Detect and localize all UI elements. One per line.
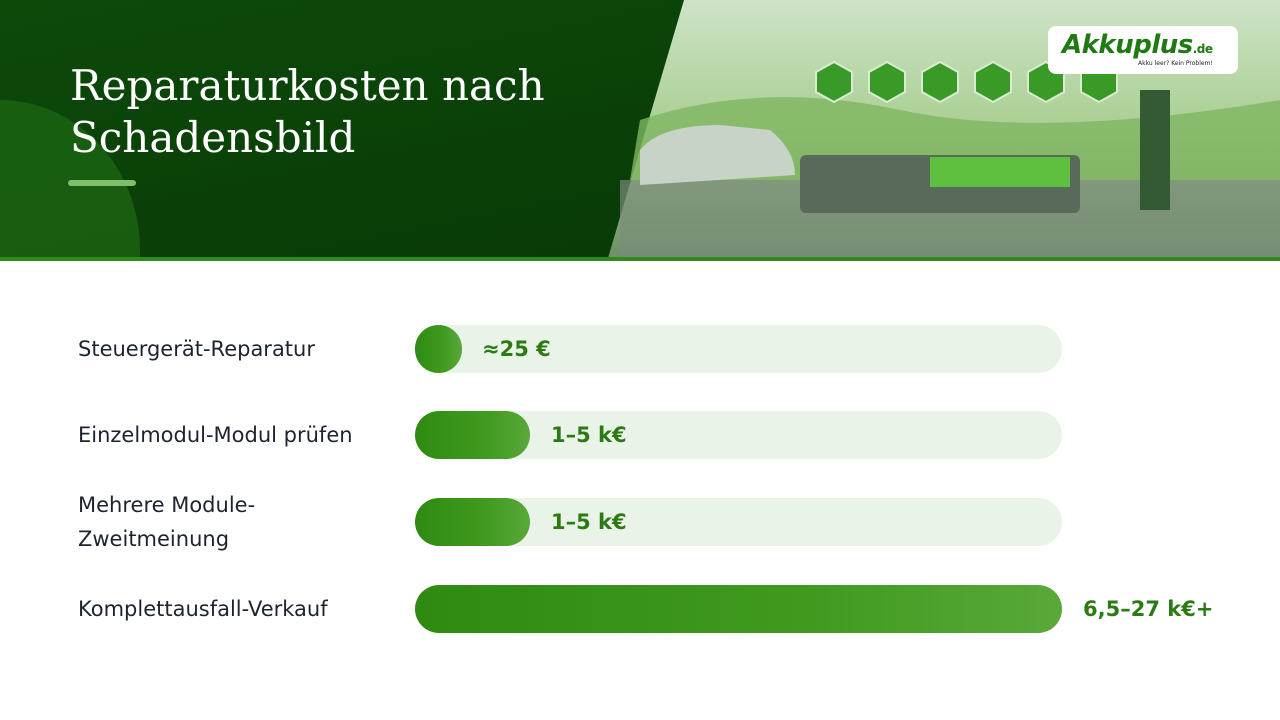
row-label: Komplettausfall-Verkauf <box>78 597 328 621</box>
logo: Akkuplus.de Akku leer? Kein Problem! <box>1048 26 1238 74</box>
row-label: Steuergerät-Reparatur <box>78 337 315 361</box>
logo-tld: .de <box>1192 42 1213 56</box>
header-rule <box>0 257 1280 261</box>
bar-track <box>415 325 1062 373</box>
cost-row: Steuergerät-Reparatur ≈25 € <box>0 325 1280 373</box>
row-amount: 1–5 k€ <box>551 510 627 534</box>
cost-row: Mehrere Module-Zweitmeinung 1–5 k€ <box>0 493 1280 551</box>
logo-tagline: Akku leer? Kein Problem! <box>1138 60 1213 67</box>
bar-fill <box>415 325 462 373</box>
cost-row: Einzelmodul-Modul prüfen 1–5 k€ <box>0 411 1280 459</box>
row-label: Einzelmodul-Modul prüfen <box>78 423 353 447</box>
row-amount: 6,5–27 k€+ <box>1083 597 1214 621</box>
bar-fill <box>415 411 530 459</box>
logo-name: Akkuplus <box>1062 30 1193 60</box>
row-amount: 1–5 k€ <box>551 423 627 447</box>
title: Reparaturkosten nach Schadensbild <box>70 61 545 162</box>
logo-brand: Akkuplus.de <box>1062 30 1213 60</box>
title-accent <box>68 180 136 186</box>
header: Reparaturkosten nach Schadensbild Akkupl… <box>0 0 1280 258</box>
row-amount: ≈25 € <box>482 337 551 361</box>
row-label: Mehrere Module-Zweitmeinung <box>78 493 256 551</box>
cost-row: Komplettausfall-Verkauf 6,5–27 k€+ <box>0 585 1280 633</box>
bar-fill <box>415 498 530 546</box>
bar-fill <box>415 585 1062 633</box>
